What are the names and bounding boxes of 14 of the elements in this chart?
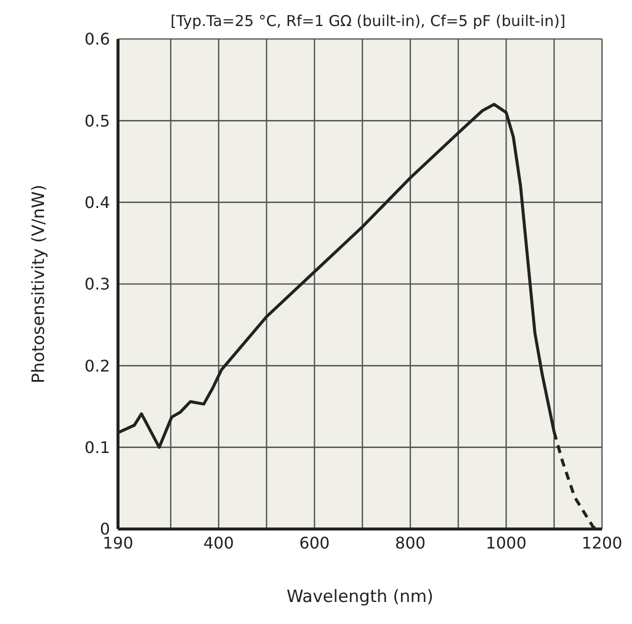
x-tick-label: 1200 (582, 533, 622, 552)
y-tick-label: 0.3 (84, 274, 110, 294)
y-tick-label: 0.1 (84, 438, 110, 458)
chart-title: [Typ.Ta=25 °C, Rf=1 GΩ (built-in), Cf=5 pF (built-in)] (169, 12, 567, 30)
y-tick-label: 0.6 (84, 30, 110, 49)
x-tick-label: 400 (203, 533, 234, 552)
x-tick-label: 800 (395, 533, 426, 552)
x-tick-label: 600 (299, 533, 330, 552)
y-tick-label: 0.4 (84, 193, 110, 212)
y-axis-title: Photosensitivity (V/nW) (29, 184, 50, 384)
y-tick-label: 0.2 (84, 356, 110, 376)
y-tick-label: 0.5 (84, 111, 110, 130)
x-axis-title: Wavelength (nm) (286, 587, 434, 607)
x-tick-label: 1000 (486, 533, 527, 552)
